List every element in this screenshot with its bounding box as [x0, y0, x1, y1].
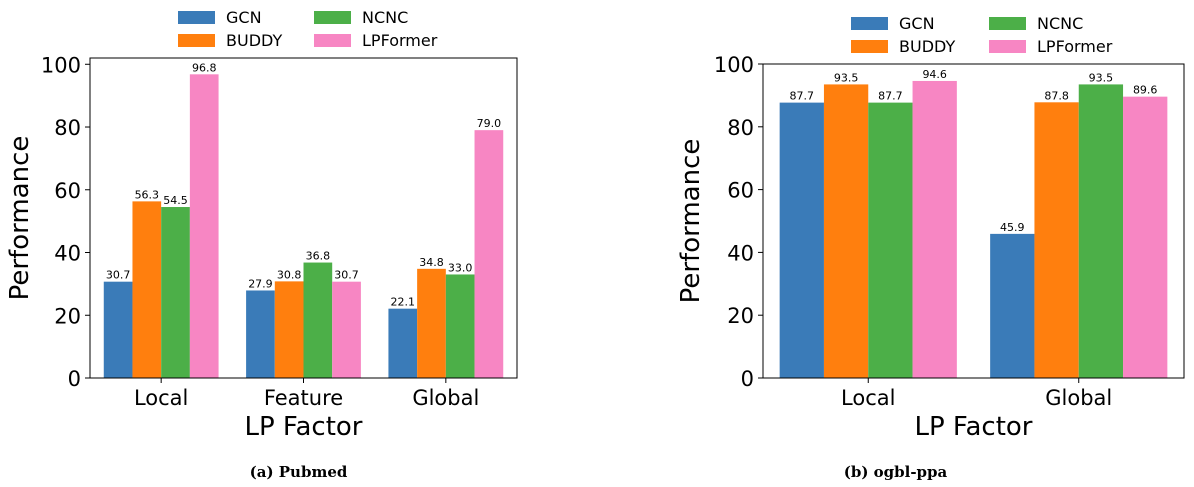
legend-swatch-ncnc: [989, 17, 1026, 30]
legend-swatch-ncnc: [314, 11, 351, 24]
y-tick-label: 80: [727, 116, 754, 140]
bar-ncnc-feature: [303, 262, 333, 378]
bar-value-label: 89.6: [1133, 84, 1158, 97]
y-tick-label: 20: [727, 304, 754, 328]
legend-swatch-gcn: [178, 11, 215, 24]
bar-buddy-local: [132, 201, 162, 378]
y-tick-label: 0: [68, 367, 81, 391]
bar-value-label: 33.0: [448, 261, 473, 274]
bar-ncnc-local: [161, 207, 190, 378]
chart-panel-ogbl-ppa: 87.7 93.5 87.7 94.6 Local 45.9 87.8 93.5 89.6 Glo…: [597, 0, 1194, 487]
bar-value-label: 94.6: [922, 68, 947, 81]
bar-chart-ogbl-ppa: 87.7 93.5 87.7 94.6 Local 45.9 87.8 93.5 89.6 Glo…: [676, 14, 1185, 442]
y-axis-label: Performance: [5, 136, 35, 301]
bar-value-label: 36.8: [306, 250, 331, 263]
bar-lpformer-feature: [332, 281, 361, 378]
bar-lpformer-global: [1123, 96, 1168, 378]
bar-buddy-global: [417, 268, 446, 378]
y-tick-label: 20: [54, 304, 81, 328]
y-tick-label: 100: [714, 53, 754, 77]
bar-value-label: 96.8: [192, 61, 217, 74]
bar-gcn-global: [990, 233, 1035, 378]
bar-buddy-feature: [274, 281, 304, 378]
bar-ncnc-global: [1078, 84, 1124, 378]
bar-value-label: 56.3: [135, 188, 160, 201]
x-axis-label: LP Factor: [914, 412, 1032, 442]
legend-label-gcn: GCN: [899, 14, 935, 33]
x-tick-label: Local: [841, 386, 895, 410]
chart-legend: GCN BUDDY NCNC LPFormer: [178, 8, 438, 50]
bar-lpformer-global: [474, 130, 504, 378]
bar-gcn-local: [779, 102, 824, 378]
chart-legend: GCN BUDDY NCNC LPFormer: [851, 14, 1113, 56]
y-tick-label: 60: [54, 179, 81, 203]
x-axis-label: LP Factor: [244, 412, 362, 442]
y-tick-label: 100: [41, 53, 81, 77]
y-tick-label: 0: [741, 367, 754, 391]
bar-value-label: 27.9: [248, 277, 273, 290]
y-tick-label: 40: [54, 242, 81, 266]
bar-value-label: 87.7: [790, 90, 815, 103]
x-tick-label: Global: [412, 386, 479, 410]
chart-caption: (b) ogbl-ppa: [843, 463, 948, 481]
y-tick-label: 80: [54, 116, 81, 140]
bar-ncnc-global: [445, 274, 475, 378]
legend-label-buddy: BUDDY: [226, 31, 282, 50]
bar-value-label: 93.5: [1089, 71, 1114, 84]
legend-label-ncnc: NCNC: [362, 8, 408, 27]
chart-panel-pubmed: 30.7 56.3 54.5 96.8 Local 27.9 30.8 36.8 30.7 Fea…: [5, 8, 518, 481]
bar-value-label: 30.7: [334, 269, 359, 282]
bar-value-label: 22.1: [391, 296, 416, 309]
bar-ncnc-local: [868, 102, 913, 378]
chart-caption: (a) Pubmed: [249, 463, 348, 481]
bar-value-label: 30.7: [106, 269, 131, 282]
bar-chart-pubmed: 30.756.3 54.596.8Local27.930.836.830.7Fea…: [5, 8, 518, 442]
bar-value-label: 87.8: [1044, 89, 1069, 102]
bar-gcn-feature: [246, 290, 275, 378]
bar-lpformer-local: [912, 80, 957, 379]
plot-frame: [762, 63, 1185, 379]
y-tick-label: 40: [727, 241, 754, 265]
bar-gcn-local: [103, 281, 133, 378]
bar-value-label: 34.8: [419, 256, 444, 269]
y-tick-label: 60: [727, 179, 754, 203]
bar-lpformer-local: [189, 74, 219, 379]
x-tick-label: Local: [134, 386, 188, 410]
legend-swatch-buddy: [851, 40, 888, 53]
bar-value-label: 93.5: [834, 71, 859, 84]
legend-label-gcn: GCN: [226, 8, 262, 27]
bar-value-label: 45.9: [1000, 221, 1025, 234]
bar-value-label: 30.8: [277, 268, 302, 281]
legend-swatch-lpformer: [989, 40, 1026, 53]
bar-buddy-global: [1034, 102, 1079, 379]
bar-buddy-local: [823, 84, 869, 378]
legend-label-buddy: BUDDY: [899, 37, 955, 56]
bar-value-label: 87.7: [878, 90, 903, 103]
x-tick-label: Global: [1045, 386, 1112, 410]
x-tick-label: Feature: [264, 386, 343, 410]
legend-label-lpformer: LPFormer: [362, 31, 438, 50]
legend-swatch-buddy: [178, 34, 215, 47]
legend-swatch-gcn: [851, 17, 888, 30]
bar-value-label: 54.5: [163, 194, 188, 207]
legend-swatch-lpformer: [314, 34, 351, 47]
y-axis-label: Performance: [676, 139, 706, 304]
legend-label-ncnc: NCNC: [1037, 14, 1083, 33]
bar-gcn-global: [388, 308, 418, 378]
legend-label-lpformer: LPFormer: [1037, 37, 1113, 56]
plot-frame: [89, 57, 518, 379]
bar-value-label: 79.0: [477, 117, 502, 130]
